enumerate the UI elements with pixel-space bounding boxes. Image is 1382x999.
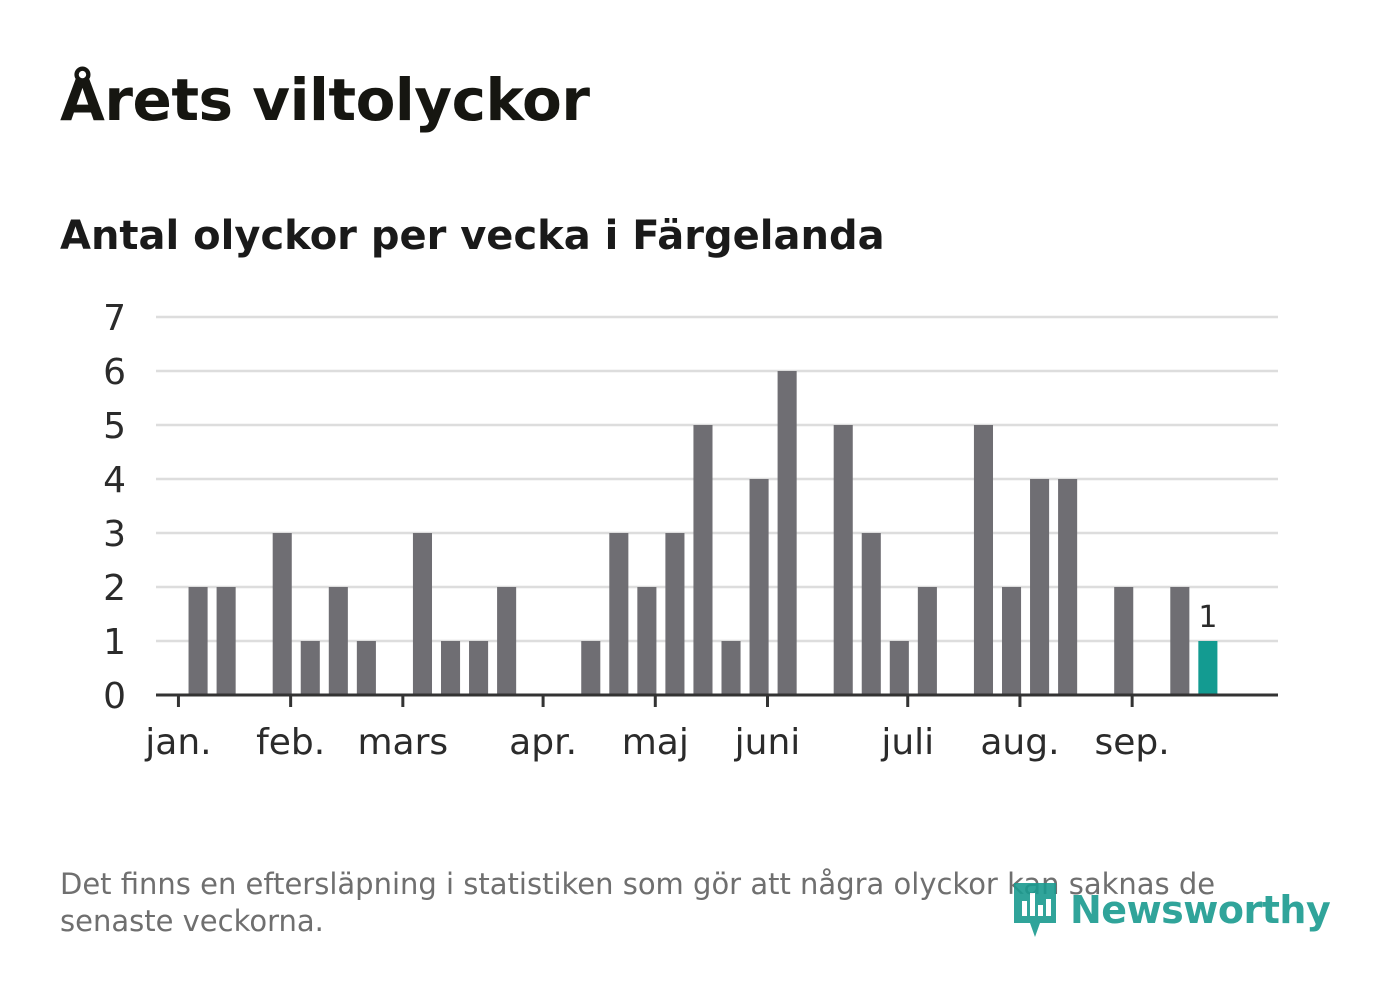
bar: [581, 641, 601, 695]
bar: [469, 641, 489, 695]
bar: [356, 641, 376, 695]
y-tick-label: 5: [103, 406, 126, 447]
y-tick-label: 6: [103, 352, 126, 393]
bar: [637, 587, 657, 695]
bar: [216, 587, 236, 695]
bar: [1030, 479, 1050, 695]
bar: [440, 641, 461, 695]
y-tick-label: 2: [103, 568, 126, 609]
chart-title: Årets viltolyckor: [60, 66, 590, 134]
bar: [1058, 479, 1078, 695]
y-tick-label: 3: [103, 514, 126, 555]
x-tick-label: jan.: [144, 722, 211, 763]
y-tick-label: 7: [103, 298, 126, 339]
bar: [973, 425, 994, 695]
bar: [1114, 587, 1134, 695]
y-tick-label: 4: [103, 460, 126, 501]
bar: [412, 533, 433, 695]
x-tick-label: mars: [357, 722, 448, 763]
x-tick-label: feb.: [256, 722, 325, 763]
bar: [272, 533, 292, 695]
x-tick-label: sep.: [1095, 722, 1170, 763]
footnote: Det finns en eftersläpning i statistiken…: [60, 867, 1216, 938]
bar: [497, 587, 517, 695]
bar: [721, 641, 741, 695]
bar: [777, 371, 797, 695]
bar: [609, 533, 629, 695]
y-tick-label: 0: [103, 676, 126, 717]
bar: [188, 587, 208, 695]
bar: [917, 587, 937, 695]
bar: [889, 641, 909, 695]
bar-chart: 0 1 2 3 4 5 6 7 jan. feb. mars apr. maj juni juli aug. s…: [103, 298, 1278, 763]
x-tick-label: juni: [734, 722, 801, 763]
y-tick-label: 1: [103, 622, 126, 663]
bar: [300, 641, 320, 695]
bar: [833, 425, 853, 695]
bar: [749, 479, 769, 695]
x-tick-label: juli: [880, 722, 934, 763]
bar-highlight: [1198, 641, 1218, 695]
bar: [861, 533, 881, 695]
data-label: 1: [1198, 600, 1217, 635]
x-tick-label: maj: [622, 722, 689, 763]
x-tick-label: apr.: [509, 722, 577, 763]
chart-subtitle: Antal olyckor per vecka i Färgelanda: [60, 213, 885, 259]
bar: [1170, 587, 1190, 695]
x-tick-label: aug.: [980, 722, 1059, 763]
bar: [693, 425, 713, 695]
bar: [665, 533, 685, 695]
bar: [328, 587, 348, 695]
bar: [1001, 587, 1022, 695]
